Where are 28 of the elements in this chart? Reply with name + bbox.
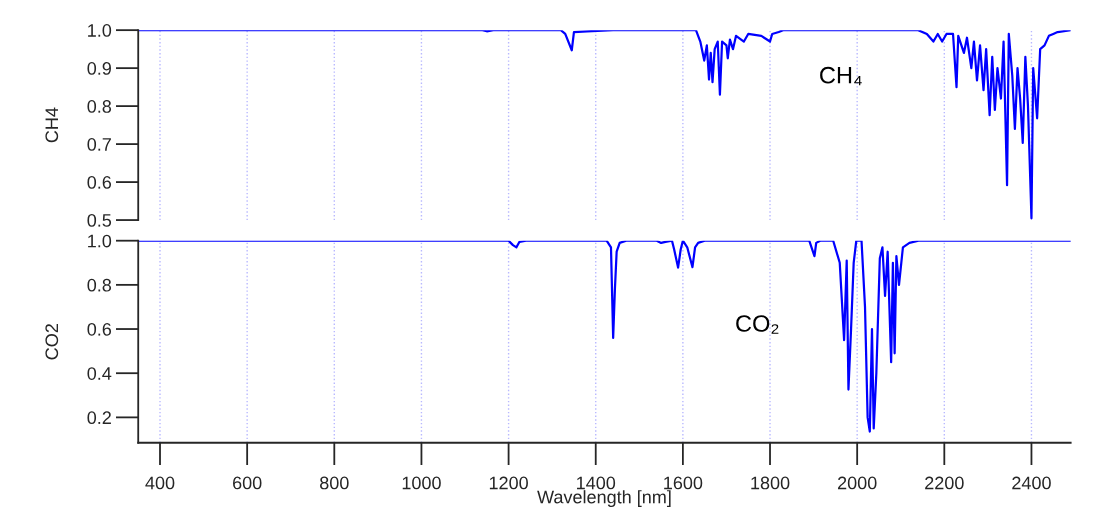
y-tick-label: 0.5 xyxy=(87,214,112,227)
x-tick-label: 800 xyxy=(320,476,349,490)
y-tick-label: 0.6 xyxy=(87,176,112,189)
x-tick-label: 600 xyxy=(233,476,262,490)
x-tick-label: 1400 xyxy=(577,476,616,490)
x-tick-label: 1800 xyxy=(751,476,790,490)
y-tick-label: 1.0 xyxy=(88,24,112,37)
x-tick-label: 1600 xyxy=(664,476,703,490)
y-tick-label: 0.7 xyxy=(87,138,111,151)
x-tick-label: 2400 xyxy=(1012,476,1051,490)
line-series xyxy=(138,240,1071,433)
x-tick-label: 2000 xyxy=(837,476,877,490)
x-axis-title: Wavelength [nm] xyxy=(537,490,671,507)
y-tick-label: 0.4 xyxy=(87,367,112,380)
x-tick-label: 2200 xyxy=(925,476,964,490)
x-tick-label: 1000 xyxy=(402,476,441,490)
x-tick-label: 1200 xyxy=(489,476,528,490)
text: CO₂ xyxy=(736,315,779,334)
series-label: CH₄ xyxy=(820,66,862,86)
y-tick-label: 0.2 xyxy=(87,411,111,425)
y-tick-label: 0.8 xyxy=(87,278,112,292)
y-axis-title: CO2 xyxy=(45,324,59,360)
x-tick-label: 400 xyxy=(145,476,175,490)
y-tick-label: 0.9 xyxy=(87,62,111,75)
y-tick-label: 1.0 xyxy=(88,234,112,248)
y-axis-title: CH4 xyxy=(45,107,59,143)
y-tick-label: 0.8 xyxy=(87,100,112,113)
y-tick-label: 0.6 xyxy=(87,322,112,336)
